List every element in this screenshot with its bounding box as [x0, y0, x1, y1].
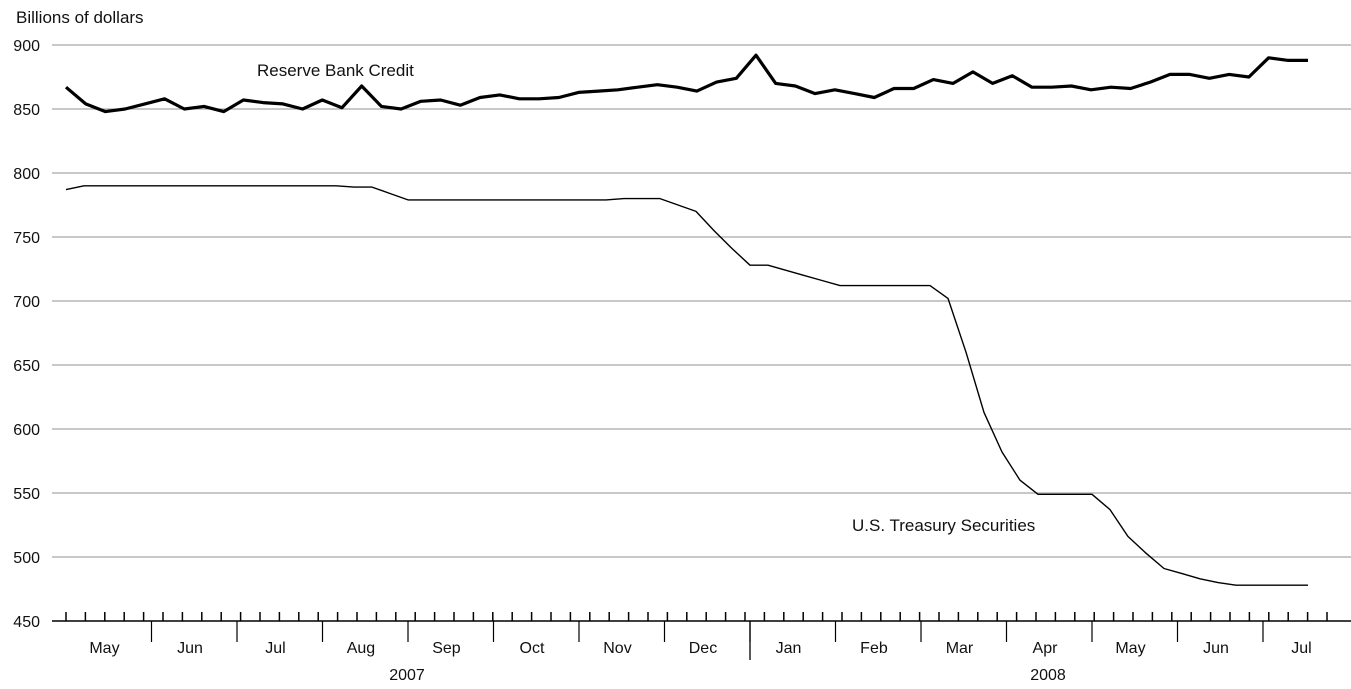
line-reserve-bank-credit	[64, 53, 1308, 114]
series-lines	[64, 53, 1308, 586]
month-label: Oct	[520, 640, 545, 657]
month-label: Apr	[1033, 640, 1059, 657]
month-label: Nov	[603, 640, 631, 657]
year-label: 2007	[389, 667, 425, 684]
month-label: Feb	[860, 640, 888, 657]
y-tick-label: 800	[13, 166, 40, 183]
y-tick-label: 700	[13, 294, 40, 311]
month-label: May	[89, 640, 119, 657]
month-label: Dec	[689, 640, 717, 657]
month-label: Jul	[265, 640, 285, 657]
line-treasury-securities	[65, 185, 1308, 586]
month-label: Jul	[1291, 640, 1311, 657]
month-label: Jun	[1203, 640, 1229, 657]
month-label: Aug	[347, 640, 375, 657]
y-tick-label: 850	[13, 102, 40, 119]
gridlines	[52, 44, 1351, 558]
series-label-reserve-bank-credit: Reserve Bank Credit	[257, 61, 414, 80]
month-label: May	[1115, 640, 1145, 657]
y-tick-label: 500	[13, 550, 40, 567]
month-label: Sep	[432, 640, 461, 657]
x-axis: May Jun Jul Aug Sep Oct Nov Dec Jan Feb Mar Apr May J…	[52, 612, 1351, 684]
y-tick-label: 750	[13, 230, 40, 247]
y-tick-label: 550	[13, 486, 40, 503]
month-label: Jun	[177, 640, 203, 657]
month-label: Mar	[946, 640, 974, 657]
y-axis-title: Billions of dollars	[16, 8, 144, 27]
y-tick-labels: 450 500 550 600 650 700 750 800 850 900	[13, 38, 40, 631]
y-tick-label: 650	[13, 358, 40, 375]
y-tick-label: 600	[13, 422, 40, 439]
month-label: Jan	[776, 640, 802, 657]
year-label: 2008	[1030, 667, 1066, 684]
series-label-treasury-securities: U.S. Treasury Securities	[852, 516, 1035, 535]
y-tick-label: 900	[13, 38, 40, 55]
y-tick-label: 450	[13, 614, 40, 631]
